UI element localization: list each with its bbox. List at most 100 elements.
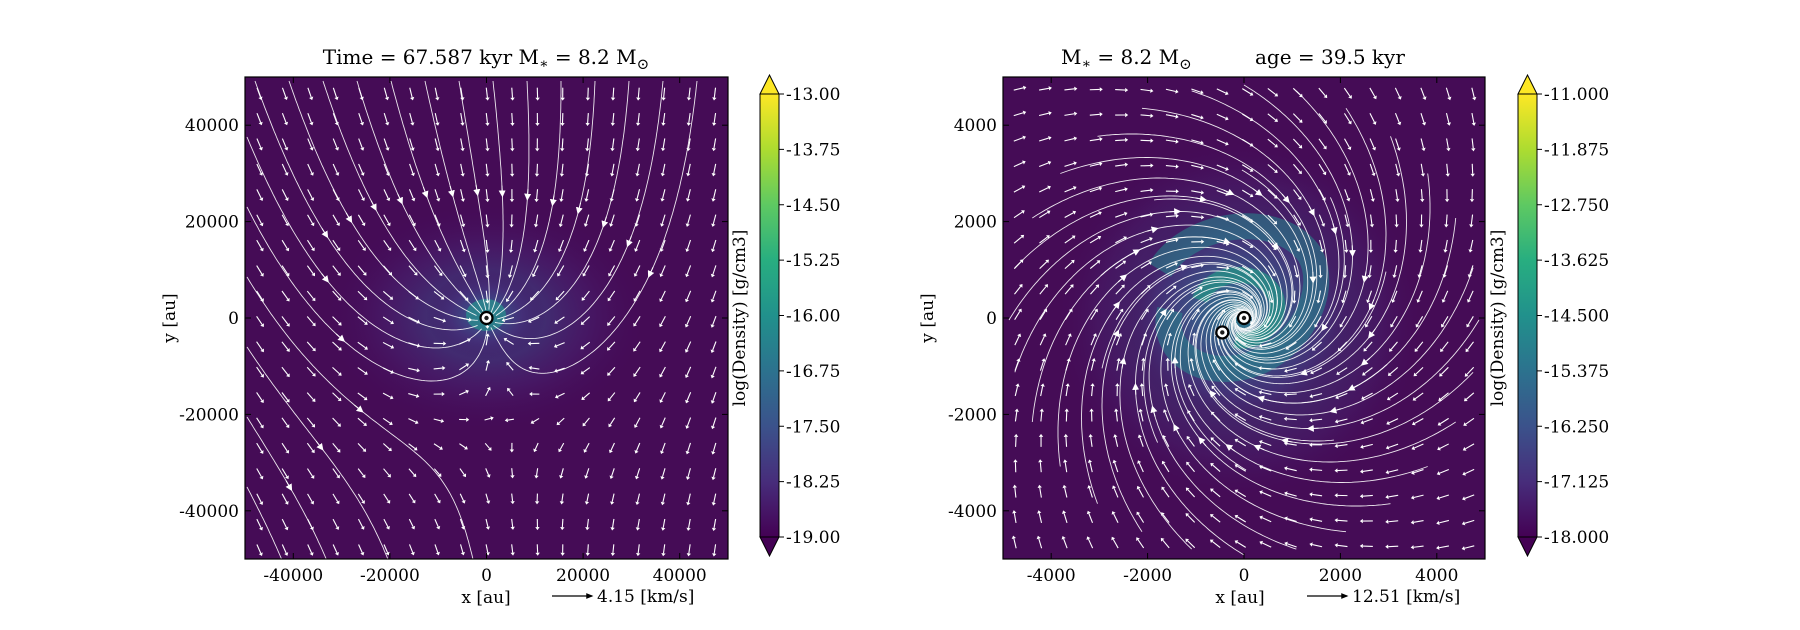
velocity-arrow xyxy=(1089,163,1100,167)
velocity-arrow xyxy=(433,367,443,370)
velocity-arrow xyxy=(1369,189,1374,200)
velocity-arrow xyxy=(1444,239,1448,250)
velocity-arrow xyxy=(1115,262,1124,269)
velocity-arrow xyxy=(1242,138,1252,146)
velocity-arrow xyxy=(1414,443,1424,449)
velocity-arrow xyxy=(1339,341,1348,350)
velocity-arrow xyxy=(485,290,488,301)
velocity-arrow xyxy=(1318,113,1326,122)
velocity-arrow xyxy=(1140,189,1151,192)
velocity-arrow xyxy=(409,112,413,123)
velocity-arrow xyxy=(332,392,340,400)
streamline xyxy=(1220,108,1387,377)
velocity-arrow xyxy=(608,316,616,324)
streamlines-left xyxy=(246,80,698,559)
streamlines-right xyxy=(1008,84,1480,556)
velocity-arrow xyxy=(459,518,464,527)
velocity-arrow xyxy=(459,317,470,321)
velocity-arrow xyxy=(1318,163,1325,173)
velocity-arrow xyxy=(306,442,314,452)
velocity-arrow xyxy=(1191,164,1202,169)
velocity-arrow xyxy=(1212,438,1221,447)
velocity-arrow xyxy=(1089,212,1100,218)
velocity-arrow xyxy=(1392,290,1398,301)
velocity-arrow xyxy=(307,138,313,149)
velocity-arrow xyxy=(507,363,514,371)
velocity-arrow xyxy=(558,265,565,275)
velocity-arrow xyxy=(434,493,440,502)
velocity-arrow xyxy=(1236,465,1246,472)
velocity-arrow xyxy=(358,189,364,199)
velocity-arrow xyxy=(408,189,414,199)
velocity-arrow xyxy=(1268,290,1273,301)
streamline xyxy=(1210,305,1388,404)
velocity-arrow xyxy=(661,442,666,452)
velocity-arrow xyxy=(1418,265,1423,276)
velocity-arrow xyxy=(1261,517,1272,523)
velocity-arrow xyxy=(434,189,439,199)
velocity-arrow xyxy=(1087,538,1094,549)
velocity-arrow xyxy=(382,392,392,398)
velocity-arrow xyxy=(660,290,666,300)
velocity-arrow xyxy=(382,443,390,450)
velocity-arrow xyxy=(1417,316,1424,326)
x-tick-label: 40000 xyxy=(653,566,707,586)
velocity-arrow xyxy=(1163,463,1170,473)
velocity-arrow xyxy=(1242,164,1252,171)
velocity-arrow xyxy=(434,87,438,98)
velocity-arrow xyxy=(1191,88,1202,93)
velocity-arrow xyxy=(1216,189,1227,195)
velocity-arrow xyxy=(511,468,513,476)
streamline xyxy=(1008,211,1288,339)
colorbar-tick-label: -14.500 xyxy=(1544,307,1609,327)
velocity-arrow xyxy=(584,417,590,425)
velocity-arrow xyxy=(1317,290,1322,301)
colorbar-gradient-right xyxy=(1517,93,1538,538)
velocity-arrow xyxy=(1464,494,1475,499)
velocity-arrow xyxy=(1465,417,1475,425)
velocity-arrow xyxy=(408,393,417,397)
velocity-arrow xyxy=(1013,538,1017,549)
velocity-arrow xyxy=(1312,544,1323,548)
colorbar-tick-label: -18.000 xyxy=(1544,528,1609,548)
velocity-arrow xyxy=(434,112,438,123)
velocity-arrow xyxy=(637,544,640,554)
velocity-arrow xyxy=(1312,518,1323,522)
velocity-arrow xyxy=(485,362,489,371)
velocity-arrow xyxy=(1236,414,1246,421)
velocity-arrow xyxy=(1038,112,1049,117)
velocity-arrow xyxy=(256,189,262,199)
velocity-arrow xyxy=(408,265,416,274)
velocity-arrow xyxy=(1414,392,1424,400)
velocity-arrow xyxy=(484,442,491,449)
colorbar-tick-label: -11.875 xyxy=(1544,140,1609,160)
velocity-arrow xyxy=(1013,87,1024,91)
velocity-arrow xyxy=(582,316,591,324)
velocity-arrow xyxy=(505,339,514,345)
velocity-arrows-left xyxy=(256,87,717,557)
velocity-arrow xyxy=(1140,310,1148,320)
velocity-arrow xyxy=(634,341,641,350)
velocity-arrow xyxy=(612,518,615,528)
streamline xyxy=(1100,236,1278,335)
velocity-arrow xyxy=(1395,138,1400,149)
streamline xyxy=(246,276,474,559)
velocity-arrow xyxy=(1013,186,1023,193)
velocity-arrow xyxy=(1362,469,1373,472)
velocity-arrow xyxy=(1115,335,1121,346)
velocity-arrow xyxy=(408,342,418,347)
velocity-arrow xyxy=(662,493,666,503)
velocity-arrow xyxy=(1064,236,1074,244)
velocity-arrow xyxy=(609,290,616,300)
velocity-arrow xyxy=(306,366,315,375)
velocity-arrow xyxy=(1013,112,1024,117)
velocity-arrow xyxy=(1337,544,1348,548)
velocity-arrow xyxy=(281,290,289,300)
velocity-arrow xyxy=(306,468,313,477)
velocity-arrow xyxy=(485,518,489,527)
velocity-arrow xyxy=(256,214,262,224)
velocity-arrow xyxy=(433,316,444,322)
velocity-arrow xyxy=(1191,190,1202,194)
streamline xyxy=(1187,296,1456,463)
streamline xyxy=(492,80,530,315)
